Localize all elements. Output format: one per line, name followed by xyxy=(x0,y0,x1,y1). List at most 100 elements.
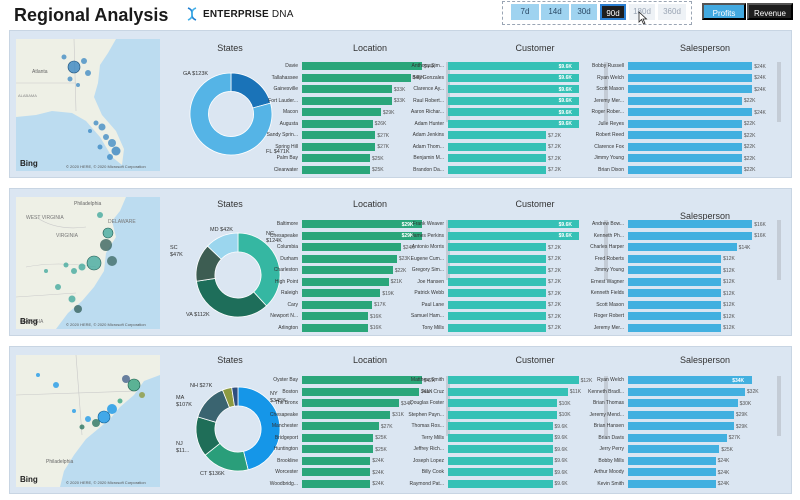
customer-bar[interactable] xyxy=(448,445,553,453)
customer-bar[interactable] xyxy=(448,254,546,263)
profits-toggle-button[interactable]: Profits xyxy=(702,3,746,20)
location-bar[interactable] xyxy=(302,300,373,309)
customer-bar[interactable] xyxy=(448,266,546,274)
salesperson-bar[interactable] xyxy=(628,266,722,274)
salesperson-bar[interactable] xyxy=(628,399,738,407)
salesperson-bar[interactable] xyxy=(628,165,742,174)
customer-bar[interactable] xyxy=(448,289,546,297)
customer-bar[interactable] xyxy=(448,231,579,240)
range-90d-button[interactable]: 90d xyxy=(600,4,626,20)
customer-bar[interactable] xyxy=(448,433,553,442)
location-bar[interactable] xyxy=(302,323,368,332)
location-bar[interactable] xyxy=(302,254,397,263)
donut-slice[interactable] xyxy=(206,232,239,260)
customer-bar[interactable] xyxy=(448,243,546,251)
location-bar[interactable] xyxy=(302,142,376,151)
customer-bar[interactable] xyxy=(448,85,579,93)
customer-bar[interactable] xyxy=(448,479,553,488)
customer-bar[interactable] xyxy=(448,456,553,465)
salesperson-bar[interactable] xyxy=(628,468,716,476)
customer-bar[interactable] xyxy=(448,312,546,320)
location-bar[interactable] xyxy=(302,422,379,430)
customer-bar[interactable] xyxy=(448,131,546,139)
salesperson-bar[interactable] xyxy=(628,96,742,105)
customer-bar[interactable] xyxy=(448,399,557,407)
location-bar[interactable] xyxy=(302,266,393,274)
customer-bar[interactable] xyxy=(448,119,579,128)
map-visual[interactable]: Philadelphia WEST VIRGINIA VIRGINIA DELA… xyxy=(16,197,160,329)
salesperson-bar[interactable] xyxy=(628,108,753,116)
customer-bar[interactable] xyxy=(448,277,546,286)
location-bar[interactable] xyxy=(302,399,399,407)
salesperson-bar[interactable] xyxy=(628,231,753,240)
location-bar[interactable] xyxy=(302,62,422,70)
salesperson-bar[interactable] xyxy=(628,422,734,430)
customer-bar[interactable] xyxy=(448,410,557,419)
customer-bar[interactable] xyxy=(448,323,546,332)
salesperson-bar[interactable] xyxy=(628,131,742,139)
customer-bar[interactable] xyxy=(448,468,553,476)
location-bar[interactable] xyxy=(302,277,389,286)
location-bar[interactable] xyxy=(302,231,422,240)
location-bar[interactable] xyxy=(302,73,411,82)
map-visual[interactable]: Philadelphia Bing © 2020 HERE, © 2020 Mi… xyxy=(16,355,160,487)
salesperson-bar[interactable] xyxy=(628,119,742,128)
salesperson-bar[interactable] xyxy=(628,410,734,419)
salesperson-scrollbar[interactable] xyxy=(777,376,781,436)
location-bar[interactable] xyxy=(302,456,371,465)
customer-bar[interactable] xyxy=(448,220,579,228)
location-bar[interactable] xyxy=(302,387,419,396)
customer-bar[interactable] xyxy=(448,165,546,174)
map-visual[interactable]: Atlanta ALABAMA Bing © 2020 HERE, © 2020… xyxy=(16,39,160,171)
customer-bar[interactable] xyxy=(448,108,579,116)
donut-slice[interactable] xyxy=(237,232,281,307)
salesperson-bar[interactable] xyxy=(628,85,753,93)
location-bar[interactable] xyxy=(302,96,392,105)
donut-slice[interactable] xyxy=(237,386,281,471)
location-bar[interactable] xyxy=(302,376,422,384)
states-donut-chart[interactable] xyxy=(188,71,274,157)
location-bar[interactable] xyxy=(302,165,370,174)
salesperson-bar[interactable] xyxy=(628,323,722,332)
salesperson-bar[interactable] xyxy=(628,243,737,251)
customer-scrollbar[interactable] xyxy=(604,62,608,122)
range-7d-button[interactable]: 7d xyxy=(511,4,539,20)
states-donut-chart[interactable] xyxy=(194,231,282,319)
salesperson-bar[interactable] xyxy=(628,479,716,488)
donut-slice[interactable] xyxy=(231,386,239,407)
location-bar[interactable] xyxy=(302,468,371,476)
salesperson-bar[interactable] xyxy=(628,254,722,263)
location-bar[interactable] xyxy=(302,479,371,488)
customer-scrollbar[interactable] xyxy=(604,220,608,280)
customer-bar[interactable] xyxy=(448,142,546,151)
salesperson-scrollbar[interactable] xyxy=(777,220,781,280)
location-bar[interactable] xyxy=(302,433,374,442)
salesperson-bar[interactable] xyxy=(628,154,742,162)
range-180d-button[interactable]: 180d xyxy=(629,4,655,20)
customer-bar[interactable] xyxy=(448,300,546,309)
customer-bar[interactable] xyxy=(448,96,579,105)
customer-bar[interactable] xyxy=(448,62,579,70)
customer-bar[interactable] xyxy=(448,73,579,82)
location-bar[interactable] xyxy=(302,445,374,453)
location-bar[interactable] xyxy=(302,85,392,93)
location-bar[interactable] xyxy=(302,220,422,228)
salesperson-bar[interactable] xyxy=(628,456,716,465)
range-14d-button[interactable]: 14d xyxy=(541,4,569,20)
location-bar[interactable] xyxy=(302,108,381,116)
salesperson-bar[interactable] xyxy=(628,73,753,82)
salesperson-bar[interactable] xyxy=(628,289,722,297)
salesperson-bar[interactable] xyxy=(628,387,745,396)
location-bar[interactable] xyxy=(302,410,391,419)
customer-bar[interactable] xyxy=(448,422,553,430)
salesperson-bar[interactable] xyxy=(628,300,722,309)
location-bar[interactable] xyxy=(302,131,376,139)
salesperson-bar[interactable] xyxy=(628,277,722,286)
salesperson-bar[interactable] xyxy=(628,433,727,442)
customer-bar[interactable] xyxy=(448,154,546,162)
salesperson-scrollbar[interactable] xyxy=(777,62,781,122)
customer-scrollbar[interactable] xyxy=(604,376,608,436)
states-donut-chart[interactable] xyxy=(194,385,282,473)
salesperson-bar[interactable] xyxy=(628,376,753,384)
location-bar[interactable] xyxy=(302,154,370,162)
